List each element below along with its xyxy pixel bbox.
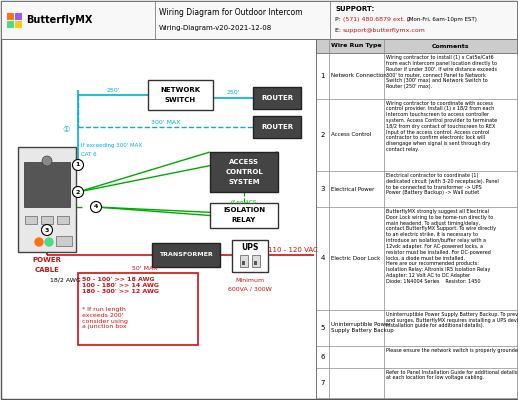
Text: If no ACS: If no ACS xyxy=(232,200,256,204)
Bar xyxy=(316,207,517,310)
Bar xyxy=(316,368,517,398)
Text: E:: E: xyxy=(335,28,343,33)
Text: Wiring Diagram for Outdoor Intercom: Wiring Diagram for Outdoor Intercom xyxy=(159,8,303,17)
Text: SYSTEM: SYSTEM xyxy=(228,179,260,185)
Bar xyxy=(240,255,248,267)
Text: 4: 4 xyxy=(320,255,325,261)
Circle shape xyxy=(73,186,83,198)
Bar xyxy=(152,243,220,267)
Text: CAT 6: CAT 6 xyxy=(81,152,97,158)
Bar xyxy=(316,171,517,207)
Text: Refer to Panel Installation Guide for additional details. Leave 6' service loop
: Refer to Panel Installation Guide for ad… xyxy=(386,370,518,380)
Bar xyxy=(316,53,517,98)
Text: * If run length
exceeds 200'
consider using
a junction box: * If run length exceeds 200' consider us… xyxy=(82,307,128,330)
Circle shape xyxy=(73,160,83,170)
Bar xyxy=(24,162,70,207)
Circle shape xyxy=(42,156,52,166)
Text: Uninterruptible Power Supply Battery Backup. To prevent voltage drops
and surges: Uninterruptible Power Supply Battery Bac… xyxy=(386,312,518,328)
Text: Comments: Comments xyxy=(431,44,469,48)
Text: 4: 4 xyxy=(94,204,98,210)
Text: 250': 250' xyxy=(226,90,240,96)
Bar xyxy=(253,87,301,109)
Text: ButterflyMX strongly suggest all Electrical
Door Lock wiring to be home-run dire: ButterflyMX strongly suggest all Electri… xyxy=(386,209,496,284)
Bar xyxy=(316,310,517,346)
Text: 3: 3 xyxy=(320,186,325,192)
Text: ISOLATION: ISOLATION xyxy=(223,208,265,214)
Bar xyxy=(254,261,257,265)
Text: 6: 6 xyxy=(320,354,325,360)
Text: 2: 2 xyxy=(320,132,325,138)
Text: Wiring contractor to install (1) x Cat5e/Cat6
from each Intercom panel location : Wiring contractor to install (1) x Cat5e… xyxy=(386,55,497,89)
Text: Uninterruptible Power
Supply Battery Backup: Uninterruptible Power Supply Battery Bac… xyxy=(331,322,394,333)
Bar xyxy=(242,261,245,265)
Text: SWITCH: SWITCH xyxy=(165,97,196,103)
Text: UPS: UPS xyxy=(241,244,258,252)
Text: Wiring contractor to coordinate with access
control provider. Install (1) x 18/2: Wiring contractor to coordinate with acc… xyxy=(386,100,497,152)
Text: 110 - 120 VAC: 110 - 120 VAC xyxy=(268,247,318,253)
Text: ROUTER: ROUTER xyxy=(261,124,293,130)
Circle shape xyxy=(41,224,52,236)
Bar xyxy=(316,346,517,368)
Text: Wire Run Type: Wire Run Type xyxy=(331,44,382,48)
Text: 2: 2 xyxy=(76,190,80,194)
Text: 1: 1 xyxy=(320,73,325,79)
Circle shape xyxy=(45,238,53,246)
Bar xyxy=(148,80,213,110)
Bar xyxy=(25,216,37,224)
Text: 300' MAX: 300' MAX xyxy=(151,120,180,124)
Bar xyxy=(210,203,278,228)
Bar xyxy=(56,236,72,246)
Bar xyxy=(41,216,53,224)
Bar xyxy=(316,39,517,398)
Bar xyxy=(15,21,22,28)
Text: 18/2 AWG: 18/2 AWG xyxy=(50,278,81,282)
Text: NETWORK: NETWORK xyxy=(161,87,200,93)
Bar xyxy=(78,273,198,345)
Bar xyxy=(7,13,14,20)
Text: CONTROL: CONTROL xyxy=(225,169,263,175)
Text: support@butterflymx.com: support@butterflymx.com xyxy=(343,28,426,33)
Text: ButterflyMX: ButterflyMX xyxy=(26,15,92,25)
Bar xyxy=(15,13,22,20)
Text: (571) 480.6879 ext. 2: (571) 480.6879 ext. 2 xyxy=(343,17,411,22)
Bar xyxy=(316,39,517,53)
Text: Electrical Power: Electrical Power xyxy=(331,186,375,192)
Text: 7: 7 xyxy=(320,380,325,386)
Text: CABLE: CABLE xyxy=(35,267,60,273)
Bar xyxy=(252,255,260,267)
Text: If exceeding 300' MAX: If exceeding 300' MAX xyxy=(81,142,142,148)
Circle shape xyxy=(91,202,102,212)
Text: TRANSFORMER: TRANSFORMER xyxy=(159,252,213,258)
Text: (Mon-Fri, 6am-10pm EST): (Mon-Fri, 6am-10pm EST) xyxy=(405,17,477,22)
Text: Electrical contractor to coordinate (1)
dedicated circuit (with 3-20 receptacle): Electrical contractor to coordinate (1) … xyxy=(386,173,499,196)
Text: ROUTER: ROUTER xyxy=(261,95,293,101)
Bar xyxy=(18,147,76,252)
Text: Wiring-Diagram-v20-2021-12-08: Wiring-Diagram-v20-2021-12-08 xyxy=(159,25,272,31)
Text: 3: 3 xyxy=(45,228,49,232)
Bar xyxy=(316,98,517,171)
Text: 1: 1 xyxy=(76,162,80,168)
Text: 250': 250' xyxy=(106,88,120,92)
Text: ACCESS: ACCESS xyxy=(229,159,259,165)
Text: 50 - 100' >> 18 AWG
100 - 180' >> 14 AWG
180 - 300' >> 12 AWG: 50 - 100' >> 18 AWG 100 - 180' >> 14 AWG… xyxy=(82,277,159,294)
Text: 5: 5 xyxy=(320,325,325,331)
Text: Minimum: Minimum xyxy=(236,278,265,282)
Bar xyxy=(210,152,278,192)
Text: Access Control: Access Control xyxy=(331,132,371,137)
Bar xyxy=(253,116,301,138)
Text: 600VA / 300W: 600VA / 300W xyxy=(228,286,272,292)
Bar xyxy=(232,240,268,272)
Bar xyxy=(57,216,69,224)
Text: 50' MAX: 50' MAX xyxy=(132,266,157,272)
Text: RELAY: RELAY xyxy=(232,218,256,224)
Text: P:: P: xyxy=(335,17,349,22)
Bar xyxy=(7,21,14,28)
Text: Electric Door Lock: Electric Door Lock xyxy=(331,256,380,261)
Circle shape xyxy=(35,238,43,246)
Text: Please ensure the network switch is properly grounded.: Please ensure the network switch is prop… xyxy=(386,348,518,353)
Text: ①: ① xyxy=(62,126,70,134)
Text: SUPPORT:: SUPPORT: xyxy=(335,6,374,12)
Text: Network Connection: Network Connection xyxy=(331,73,387,78)
Text: POWER: POWER xyxy=(33,257,62,263)
Bar xyxy=(1,1,517,39)
